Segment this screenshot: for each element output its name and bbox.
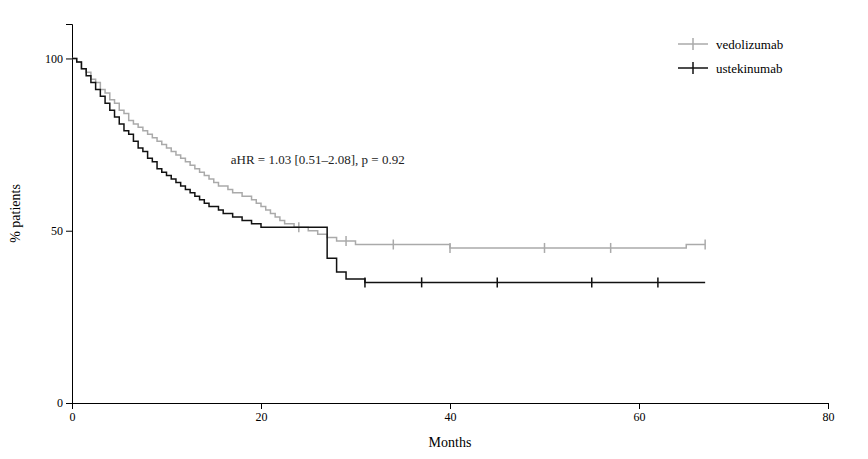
legend-item: ustekinumab <box>678 61 782 76</box>
x-tick-label: 40 <box>445 410 457 424</box>
legend-label: vedolizumab <box>716 37 783 52</box>
x-tick: 40 <box>445 403 457 424</box>
y-tick: 0 <box>57 396 72 410</box>
y-tick-mark <box>66 403 72 404</box>
legend: vedolizumab ustekinumab <box>678 37 783 76</box>
annotation: aHR = 1.03 [0.51–2.08], p = 0.92 <box>231 152 405 167</box>
censor-mark <box>544 243 546 253</box>
x-axis: 0 20 40 60 80 <box>70 403 835 424</box>
censor-mark <box>657 277 659 287</box>
censor-mark <box>610 243 612 253</box>
x-tick-mark <box>450 403 451 409</box>
x-tick: 60 <box>634 403 646 424</box>
x-tick-label: 0 <box>70 410 76 424</box>
y-tick-mark <box>66 231 72 232</box>
x-axis-title: Months <box>429 435 472 450</box>
legend-item: vedolizumab <box>678 37 783 52</box>
censor-mark <box>393 240 395 250</box>
x-tick-label: 80 <box>823 410 835 424</box>
y-tick: 50 <box>51 224 72 238</box>
y-axis: 0 50 100 <box>45 25 73 411</box>
legend-marker <box>692 38 694 50</box>
censor-mark <box>421 277 423 287</box>
censor-mark <box>704 240 706 250</box>
x-tick-mark <box>261 403 262 409</box>
censor-mark <box>591 277 593 287</box>
y-axis-line <box>66 25 73 404</box>
y-tick-mark <box>66 58 72 59</box>
legend-marker <box>692 62 694 74</box>
x-tick-label: 60 <box>634 410 646 424</box>
y-tick-label: 100 <box>45 52 63 66</box>
x-tick-label: 20 <box>256 410 268 424</box>
y-axis-title: % patients <box>8 184 23 243</box>
censor-mark <box>497 277 499 287</box>
legend-label: ustekinumab <box>716 61 782 76</box>
x-tick: 0 <box>70 403 76 424</box>
x-tick: 20 <box>256 403 268 424</box>
survival-curve <box>72 58 705 248</box>
x-tick: 80 <box>823 403 835 424</box>
x-axis-line <box>73 404 829 410</box>
y-tick: 100 <box>45 52 72 66</box>
chart: 0 20 40 60 80 0 50 100 aHR = 1.03 [0.51–2.08], p… <box>0 0 868 459</box>
y-tick-label: 0 <box>57 396 63 410</box>
marks <box>72 58 705 287</box>
censor-mark <box>345 236 347 246</box>
plot-area: 0 20 40 60 80 0 50 100 aHR = 1.03 [0.51–2.08], p… <box>45 25 835 424</box>
x-tick-mark <box>828 403 829 409</box>
censor-mark <box>449 243 451 253</box>
y-tick-label: 50 <box>51 224 63 238</box>
x-tick-mark <box>639 403 640 409</box>
censor-mark <box>364 277 366 287</box>
survival-curve <box>72 58 705 282</box>
